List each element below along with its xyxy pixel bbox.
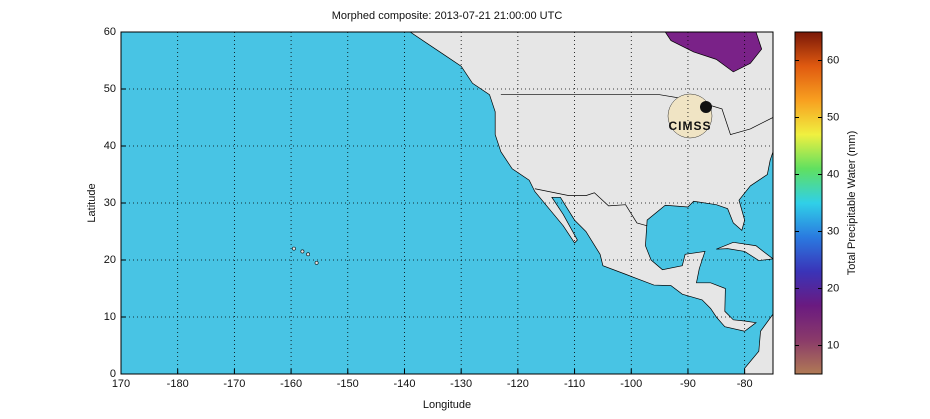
island <box>306 252 310 257</box>
logo-text: CIMSS <box>668 119 711 133</box>
colorbar-tick-label: 60 <box>827 54 839 66</box>
colorbar-tick-label: 50 <box>827 111 839 123</box>
x-axis-label: Longitude <box>423 399 471 411</box>
water <box>664 32 763 73</box>
colorbar-tick-label: 30 <box>827 225 839 237</box>
y-tick-label: 0 <box>110 368 116 380</box>
x-tick-label: -180 <box>167 378 189 390</box>
x-tick-label: -120 <box>507 378 529 390</box>
island <box>300 249 305 254</box>
y-tick-label: 10 <box>104 311 116 323</box>
x-tick-label: -150 <box>337 378 359 390</box>
x-tick-label: -160 <box>280 378 302 390</box>
plot-frame <box>120 31 774 375</box>
colorbar-label: Total Precipitable Water (mm) <box>846 131 858 275</box>
x-tick-label: -140 <box>393 378 415 390</box>
x-tick-label: -100 <box>620 378 642 390</box>
island <box>314 260 319 265</box>
x-tick-label: -110 <box>564 378 585 390</box>
x-tick-label: -90 <box>680 378 696 390</box>
logo-globe <box>700 101 712 113</box>
colorbar-tick-label: 40 <box>827 168 839 180</box>
map-title: Morphed composite: 2013-07-21 21:00:00 U… <box>332 10 563 22</box>
colorbar <box>794 31 823 375</box>
y-tick-label: 20 <box>104 254 116 266</box>
y-tick-label: 60 <box>104 26 116 38</box>
border <box>534 188 648 227</box>
x-tick-label: -130 <box>450 378 472 390</box>
y-tick-label: 30 <box>104 197 116 209</box>
island <box>292 246 296 251</box>
colorbar-tick-label: 10 <box>827 339 839 351</box>
x-tick-label: -80 <box>737 378 753 390</box>
x-tick-label: -170 <box>223 378 245 390</box>
y-tick-label: 40 <box>104 140 116 152</box>
y-tick-label: 50 <box>104 83 116 95</box>
colorbar-tick-label: 20 <box>827 282 839 294</box>
axes: 170 -180 -170 -160 -150 -140 -130 -120 -110 -100 -… <box>104 26 840 390</box>
x-tick-label: 170 <box>112 378 130 390</box>
border <box>500 94 773 136</box>
y-axis-label: Latitude <box>86 183 98 222</box>
